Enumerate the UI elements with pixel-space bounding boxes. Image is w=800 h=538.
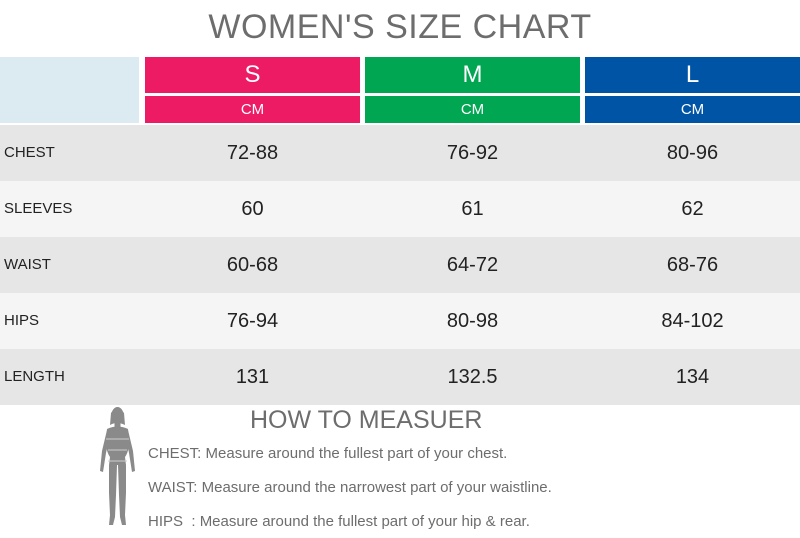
cell-m: 61 <box>461 198 484 220</box>
page-title: WOMEN'S SIZE CHART <box>208 8 592 46</box>
instruction-label: CHEST: <box>148 445 202 462</box>
cell-l: 134 <box>675 366 710 388</box>
cell-l: 68-76 <box>666 254 719 276</box>
cell-s: 131 <box>235 366 270 388</box>
instruction-hips: HIPS : Measure around the fullest part o… <box>148 513 530 530</box>
size-label-s: S <box>145 57 360 93</box>
cell-s: 72-88 <box>226 142 279 164</box>
woman-silhouette-icon <box>100 407 135 525</box>
instruction-text: Measure around the fullest part of your … <box>199 513 530 530</box>
size-unit-s: CM <box>145 96 360 123</box>
cell-m: 80-98 <box>446 310 499 332</box>
cell-s: 76-94 <box>226 310 279 332</box>
row-label: SLEEVES <box>4 200 73 217</box>
size-label-l: L <box>585 57 800 93</box>
size-column-s: S CM <box>145 57 360 123</box>
cell-l: 84-102 <box>661 310 724 332</box>
size-unit-m: CM <box>365 96 580 123</box>
size-unit-l: CM <box>585 96 800 123</box>
table-row-sleeves: SLEEVES 60 61 62 <box>0 181 800 237</box>
row-label: HIPS <box>4 312 40 329</box>
row-label: WAIST <box>4 256 51 273</box>
size-label-m: M <box>365 57 580 93</box>
instruction-text: Measure around the fullest part of your … <box>205 445 508 462</box>
cell-m: 76-92 <box>446 142 499 164</box>
cell-s: 60-68 <box>226 254 279 276</box>
instruction-label: HIPS : <box>148 513 196 530</box>
cell-s: 60 <box>241 198 264 220</box>
header-corner-cell <box>0 57 139 123</box>
cell-l: 62 <box>681 198 704 220</box>
instruction-waist: WAIST: Measure around the narrowest part… <box>148 479 552 496</box>
instruction-chest: CHEST: Measure around the fullest part o… <box>148 445 507 462</box>
instruction-text: Measure around the narrowest part of you… <box>201 479 552 496</box>
cell-m: 132.5 <box>447 366 498 388</box>
table-row-chest: CHEST 72-88 76-92 80-96 <box>0 125 800 181</box>
cell-l: 80-96 <box>666 142 719 164</box>
table-row-waist: WAIST 60-68 64-72 68-76 <box>0 237 800 293</box>
table-row-hips: HIPS 76-94 80-98 84-102 <box>0 293 800 349</box>
row-label: LENGTH <box>4 368 65 385</box>
row-label: CHEST <box>4 144 55 161</box>
size-column-m: M CM <box>365 57 580 123</box>
size-column-l: L CM <box>585 57 800 123</box>
cell-m: 64-72 <box>446 254 499 276</box>
how-to-measure-title: HOW TO MEASUER <box>250 406 483 434</box>
table-row-length: LENGTH 131 132.5 134 <box>0 349 800 405</box>
instruction-label: WAIST: <box>148 479 198 496</box>
